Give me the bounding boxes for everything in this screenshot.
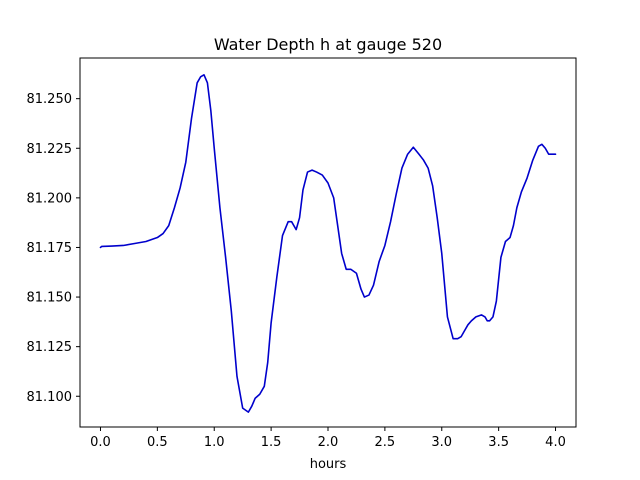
y-tick-label: 81.100 <box>27 390 73 405</box>
x-tick-label: 1.0 <box>204 435 225 450</box>
x-axis-label: hours <box>310 457 347 472</box>
x-tick-label: 0.0 <box>90 435 111 450</box>
x-axis: 0.0 0.5 1.0 1.5 2.0 2.5 3.0 3.5 4.0 <box>90 427 566 450</box>
x-tick-label: 4.0 <box>545 435 566 450</box>
x-tick-label: 2.5 <box>375 435 396 450</box>
x-tick-label: 3.0 <box>431 435 452 450</box>
x-tick-label: 3.5 <box>488 435 509 450</box>
series-line <box>99 74 557 413</box>
x-tick-label: 0.5 <box>147 435 168 450</box>
y-tick-label: 81.150 <box>27 291 73 306</box>
y-tick-label: 81.175 <box>27 241 73 256</box>
chart-title: Water Depth h at gauge 520 <box>214 35 442 54</box>
x-tick-label: 2.0 <box>318 435 339 450</box>
y-tick-label: 81.250 <box>27 92 73 107</box>
plot-area <box>99 74 557 413</box>
y-tick-label: 81.200 <box>27 191 73 206</box>
x-tick-label: 1.5 <box>261 435 282 450</box>
y-tick-label: 81.125 <box>27 340 73 355</box>
y-axis: 81.100 81.125 81.150 81.175 81.200 81.225 81.2… <box>27 92 80 405</box>
y-tick-label: 81.225 <box>27 142 73 157</box>
